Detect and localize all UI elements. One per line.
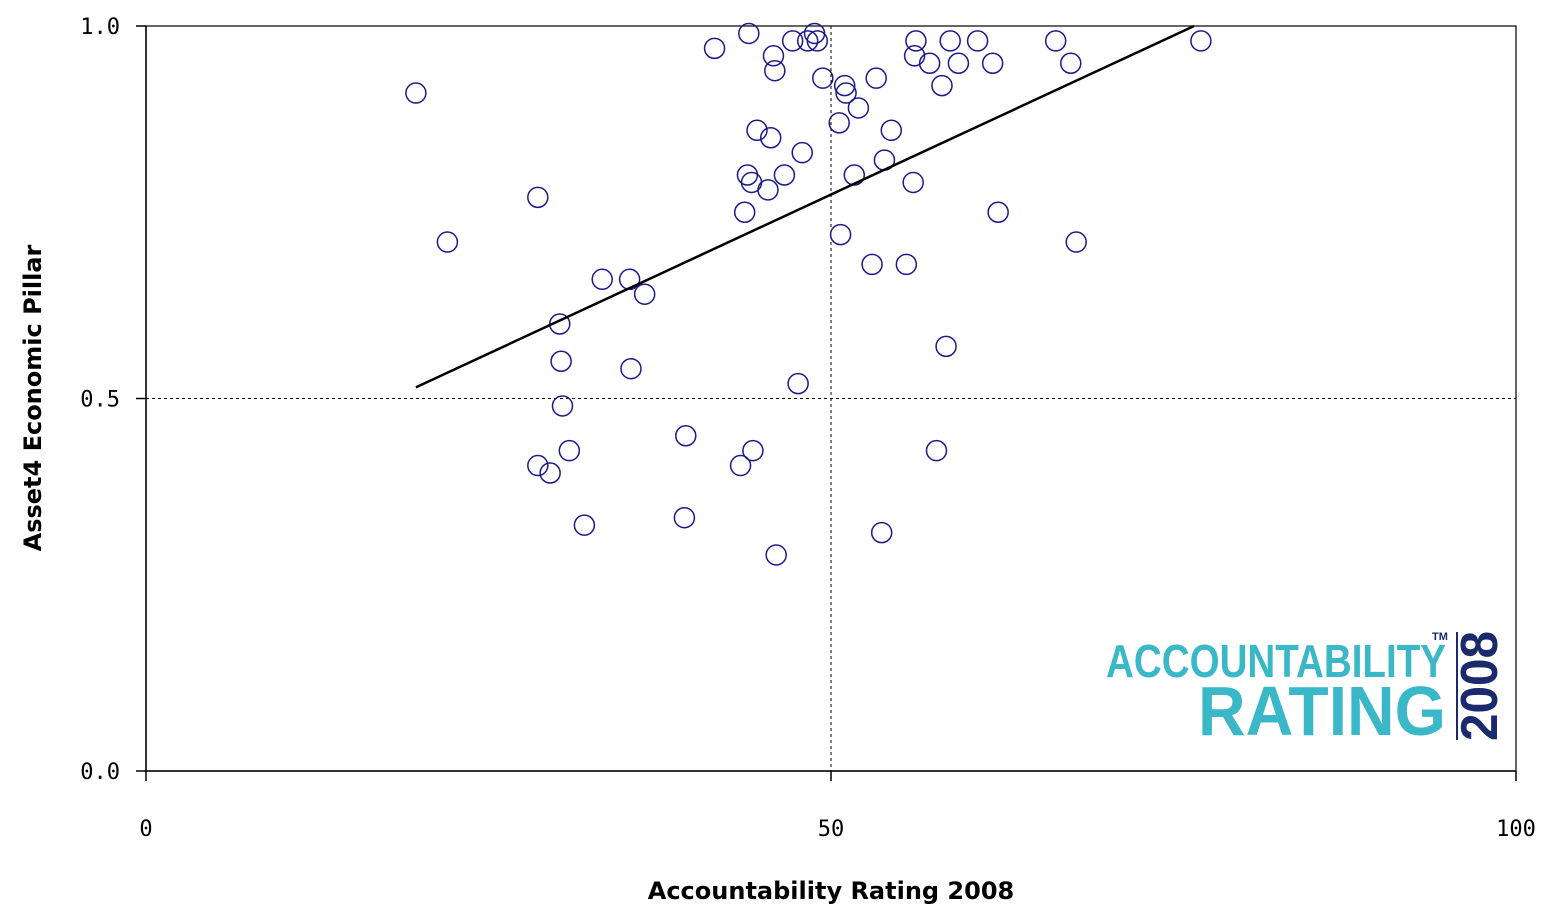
scatter-point	[633, 283, 656, 305]
logo-line1: ACCOUNTABILITY	[1106, 635, 1446, 687]
scatter-point	[618, 268, 641, 291]
scatter-point	[527, 454, 549, 477]
scatter-point	[939, 30, 961, 52]
scatter-point	[833, 74, 856, 97]
axis-ticks: 0 50 100 0.0 0.5 1.0	[80, 15, 1536, 842]
x-tick-label: 50	[818, 817, 845, 842]
logo-trademark: TM	[1432, 631, 1448, 643]
x-tick-label: 100	[1496, 817, 1536, 842]
scatter-point	[902, 171, 924, 194]
scatter-point	[812, 67, 834, 89]
scatter-point	[620, 357, 642, 380]
scatter-point	[551, 395, 574, 417]
scatter-point	[673, 506, 696, 529]
scatter-point	[591, 268, 613, 291]
y-tick-label: 0.0	[80, 760, 120, 785]
scatter-point	[865, 67, 887, 89]
scatter-point	[729, 454, 752, 477]
y-tick-label: 1.0	[80, 15, 120, 40]
scatter-point	[757, 179, 779, 201]
scatter-point	[966, 30, 989, 52]
scatter-point	[829, 223, 852, 246]
data-points	[405, 22, 1212, 566]
scatter-point	[787, 372, 809, 395]
scatter-point	[764, 59, 786, 82]
scatter-point	[1044, 30, 1067, 52]
scatter-point	[1060, 52, 1082, 74]
scatter-point	[905, 30, 927, 52]
scatter-point	[828, 112, 850, 134]
scatter-point	[405, 82, 427, 104]
scatter-point	[931, 74, 953, 97]
scatter-point	[703, 37, 726, 60]
scatter-point	[880, 119, 903, 142]
scatter-point	[895, 253, 918, 276]
scatter-point	[762, 45, 785, 67]
scatter-point	[925, 439, 948, 462]
scatter-point	[733, 201, 756, 223]
scatter-point	[987, 201, 1009, 223]
scatter-point	[738, 22, 760, 45]
y-axis-title: Asset4 Economic Pillar	[19, 244, 47, 551]
logo-line2: RATING	[1198, 672, 1446, 750]
scatter-point	[981, 52, 1004, 74]
trendline	[415, 24, 1195, 389]
accountability-rating-logo: ACCOUNTABILITY RATING TM 2008	[1106, 631, 1509, 750]
scatter-point	[947, 52, 970, 74]
scatter-point	[558, 439, 581, 462]
scatter-point	[1065, 231, 1087, 253]
scatter-point	[847, 97, 870, 119]
x-tick-label: 0	[139, 817, 152, 842]
scatter-point	[573, 514, 596, 536]
scatter-point	[870, 521, 893, 544]
scatter-point	[746, 119, 768, 142]
y-tick-label: 0.5	[80, 388, 120, 413]
scatter-point	[843, 164, 866, 186]
scatter-point	[1190, 30, 1212, 52]
trendline-group	[415, 24, 1195, 389]
scatter-point	[759, 127, 782, 149]
scatter-point	[765, 544, 787, 566]
scatter-point	[918, 52, 941, 74]
logo-year: 2008	[1451, 631, 1509, 741]
scatter-point	[781, 30, 804, 52]
scatter-point	[742, 439, 764, 462]
scatter-point	[791, 141, 813, 164]
scatter-point	[550, 350, 572, 372]
scatter-point	[539, 462, 561, 484]
scatter-point	[736, 164, 759, 186]
scatter-point	[903, 45, 926, 67]
scatter-point	[803, 22, 826, 45]
scatter-point	[935, 335, 957, 358]
scatter-point	[527, 186, 549, 209]
scatter-point	[835, 82, 857, 104]
scatter-point	[436, 231, 459, 253]
scatter-point	[675, 425, 697, 447]
scatter-point	[773, 164, 796, 186]
x-axis-title: Accountability Rating 2008	[648, 877, 1014, 905]
scatter-point	[861, 253, 883, 276]
scatter-point	[796, 30, 819, 52]
reference-lines	[146, 26, 1516, 771]
